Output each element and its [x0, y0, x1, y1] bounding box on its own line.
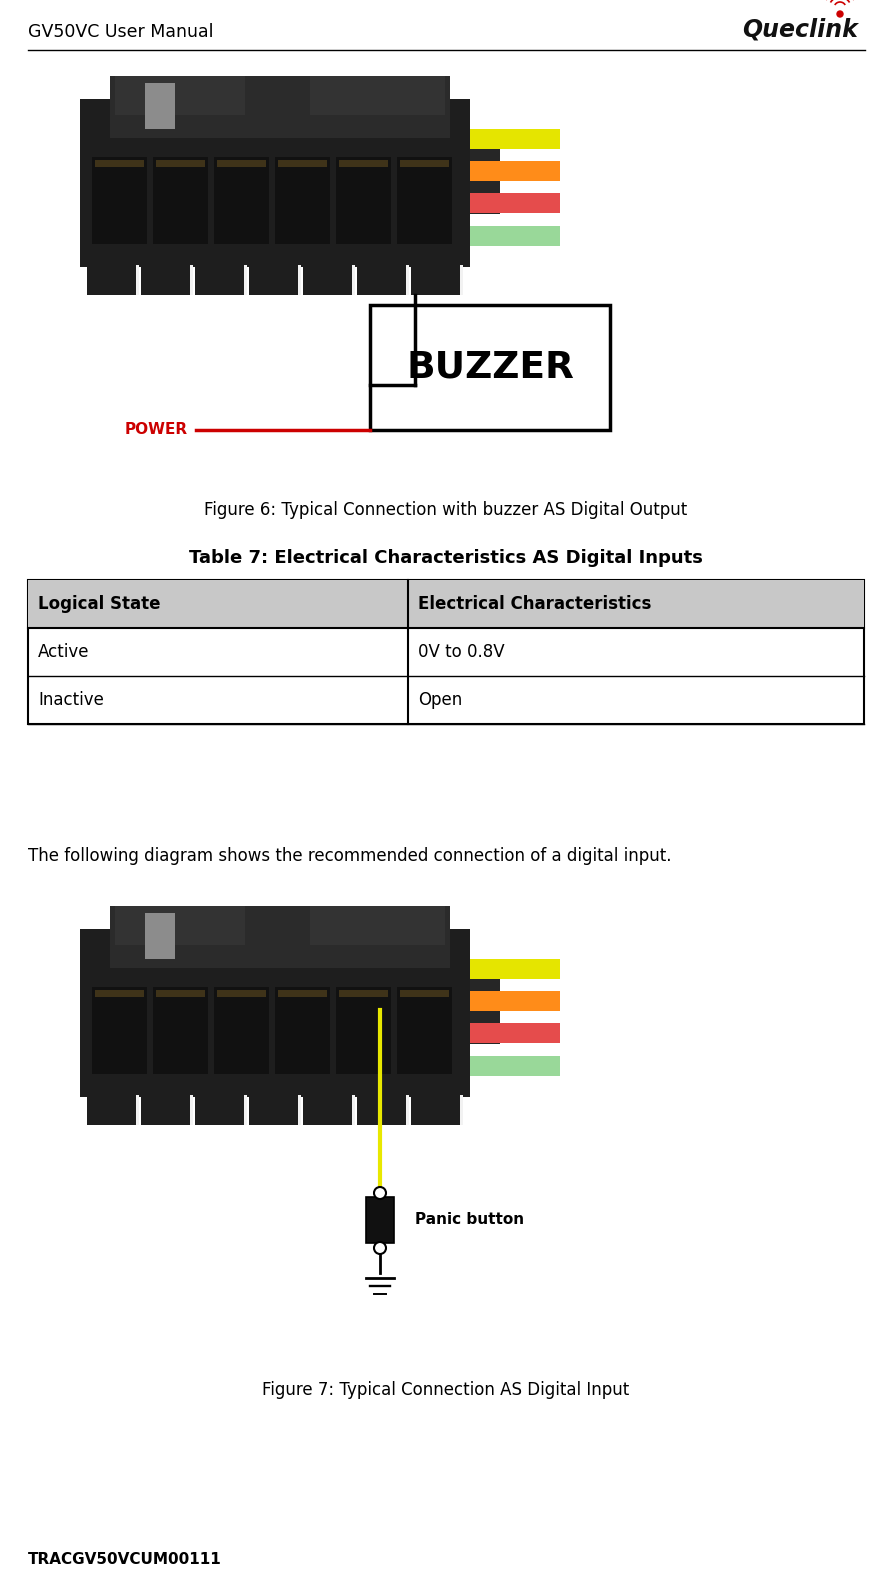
Text: 0V to 0.8V: 0V to 0.8V [418, 642, 505, 661]
Text: TRACGV50VCUM00111: TRACGV50VCUM00111 [28, 1553, 221, 1567]
Text: Open: Open [418, 691, 463, 709]
Bar [28, 580, 864, 723]
Circle shape [374, 1242, 386, 1255]
Circle shape [837, 11, 843, 17]
Text: Electrical Characteristics: Electrical Characteristics [418, 595, 651, 614]
Text: POWER: POWER [125, 422, 188, 438]
Text: Panic button: Panic button [415, 1213, 524, 1228]
Text: BUZZER: BUZZER [406, 349, 574, 385]
Text: Figure 6: Typical Connection with buzzer AS Digital Output: Figure 6: Typical Connection with buzzer… [204, 501, 688, 519]
Text: Active: Active [38, 642, 89, 661]
Text: Queclink: Queclink [742, 17, 858, 41]
Bar [370, 305, 610, 430]
Circle shape [374, 1186, 386, 1199]
Text: Figure 7: Typical Connection AS Digital Input: Figure 7: Typical Connection AS Digital … [263, 1381, 630, 1399]
Text: Table 7: Electrical Characteristics AS Digital Inputs: Table 7: Electrical Characteristics AS D… [189, 549, 703, 568]
Text: GV50VC User Manual: GV50VC User Manual [28, 24, 213, 41]
Text: The following diagram shows the recommended connection of a digital input.: The following diagram shows the recommen… [28, 847, 672, 864]
Bar [366, 1197, 394, 1243]
Text: Inactive: Inactive [38, 691, 104, 709]
Bar [28, 580, 864, 628]
Text: Logical State: Logical State [38, 595, 161, 614]
